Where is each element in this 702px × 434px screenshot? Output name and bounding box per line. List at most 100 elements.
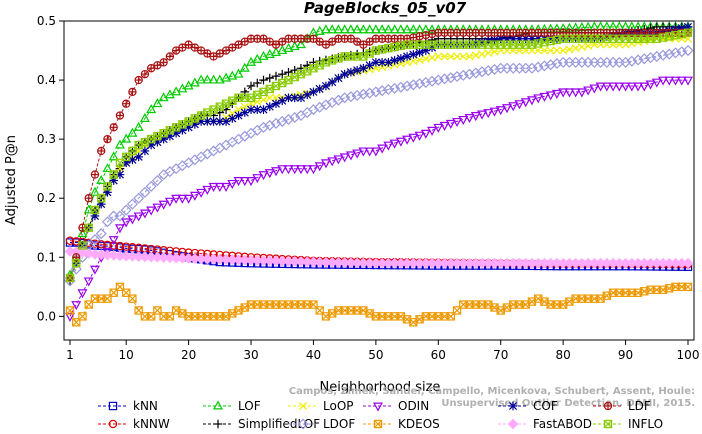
data-point xyxy=(676,46,688,58)
data-point xyxy=(483,109,494,119)
data-point xyxy=(103,182,112,191)
data-point xyxy=(682,257,694,269)
data-point xyxy=(196,188,207,198)
x-axis: 1 10 20 30 40 50 60 70 80 90 100 xyxy=(66,340,699,362)
series-line xyxy=(69,79,688,317)
data-point xyxy=(402,52,412,61)
data-point xyxy=(477,50,487,59)
data-point xyxy=(676,76,687,86)
data-point xyxy=(651,50,663,62)
data-point xyxy=(109,241,118,250)
data-point xyxy=(351,89,363,101)
data-point xyxy=(246,81,256,91)
data-point xyxy=(559,46,568,55)
data-point xyxy=(346,67,356,77)
data-point xyxy=(165,52,175,61)
data-point xyxy=(258,50,269,60)
legend-label: kNN xyxy=(133,399,158,413)
data-point xyxy=(683,76,693,86)
data-point xyxy=(214,74,225,84)
data-point xyxy=(295,39,306,49)
data-point xyxy=(259,75,268,85)
data-point xyxy=(339,24,350,34)
data-point xyxy=(358,24,369,34)
data-point xyxy=(114,210,126,222)
legend-item: kNN xyxy=(98,399,158,413)
data-point xyxy=(314,25,325,35)
data-point xyxy=(109,170,118,179)
legend-item: KDEOS xyxy=(363,417,440,431)
data-point xyxy=(233,68,244,78)
data-point xyxy=(451,71,463,83)
data-point xyxy=(670,76,681,86)
legend-item: LDF xyxy=(593,399,651,413)
data-point xyxy=(383,141,394,151)
data-point xyxy=(533,94,544,104)
data-point xyxy=(133,212,144,222)
data-point xyxy=(558,88,569,98)
x-tick-label: 50 xyxy=(368,348,383,362)
y-tick-label: 0.1 xyxy=(37,250,56,264)
data-point xyxy=(108,236,119,246)
y-tick-label: 0.5 xyxy=(37,14,56,28)
data-point xyxy=(446,52,455,61)
data-point xyxy=(389,24,400,34)
data-point xyxy=(620,56,632,68)
x-tick-label: 90 xyxy=(618,348,633,362)
data-point xyxy=(577,42,586,52)
data-point xyxy=(408,133,419,143)
data-point xyxy=(683,282,693,292)
legend-marker xyxy=(108,401,118,411)
x-axis-label: Neighborhood size xyxy=(320,380,441,395)
data-point xyxy=(208,182,219,192)
data-point xyxy=(570,88,581,98)
data-point xyxy=(102,163,113,173)
series-line xyxy=(69,38,688,279)
data-point xyxy=(583,86,594,96)
data-point xyxy=(421,54,430,63)
data-point xyxy=(682,45,694,57)
data-point xyxy=(432,74,444,86)
data-point xyxy=(202,74,213,84)
data-point xyxy=(170,163,182,175)
data-point xyxy=(452,117,463,127)
data-point xyxy=(196,74,207,84)
series-LoOP-markers xyxy=(65,34,693,282)
legend-label: FastABOD xyxy=(533,417,592,431)
data-point xyxy=(314,162,325,172)
legend-item: SimplifiedLOF xyxy=(203,417,320,431)
y-tick-label: 0.2 xyxy=(37,191,56,205)
data-point xyxy=(408,24,419,34)
data-point xyxy=(108,151,119,161)
data-point xyxy=(295,165,306,175)
data-point xyxy=(633,82,644,92)
data-point xyxy=(377,144,388,154)
data-point xyxy=(409,50,418,59)
data-point xyxy=(440,52,449,61)
data-point xyxy=(403,58,412,67)
data-point xyxy=(89,234,101,246)
data-point xyxy=(252,105,262,114)
legend-label: KDEOS xyxy=(398,417,440,431)
x-tick-label: 20 xyxy=(181,348,196,362)
data-point xyxy=(608,82,619,92)
data-point xyxy=(257,121,270,133)
legend-marker xyxy=(297,418,309,430)
data-point xyxy=(352,149,363,159)
data-point xyxy=(151,174,163,187)
legend-marker xyxy=(603,419,613,429)
data-point xyxy=(658,76,669,86)
data-point xyxy=(428,53,437,62)
data-point xyxy=(358,147,369,157)
data-point xyxy=(264,119,276,131)
data-point xyxy=(220,139,232,151)
data-point xyxy=(83,248,95,259)
data-point xyxy=(271,71,281,81)
data-point xyxy=(364,147,375,157)
data-point xyxy=(334,73,343,83)
data-point xyxy=(434,52,443,61)
data-point xyxy=(333,24,344,34)
legend-marker xyxy=(298,401,308,411)
data-point xyxy=(514,100,525,110)
data-point xyxy=(246,105,256,114)
